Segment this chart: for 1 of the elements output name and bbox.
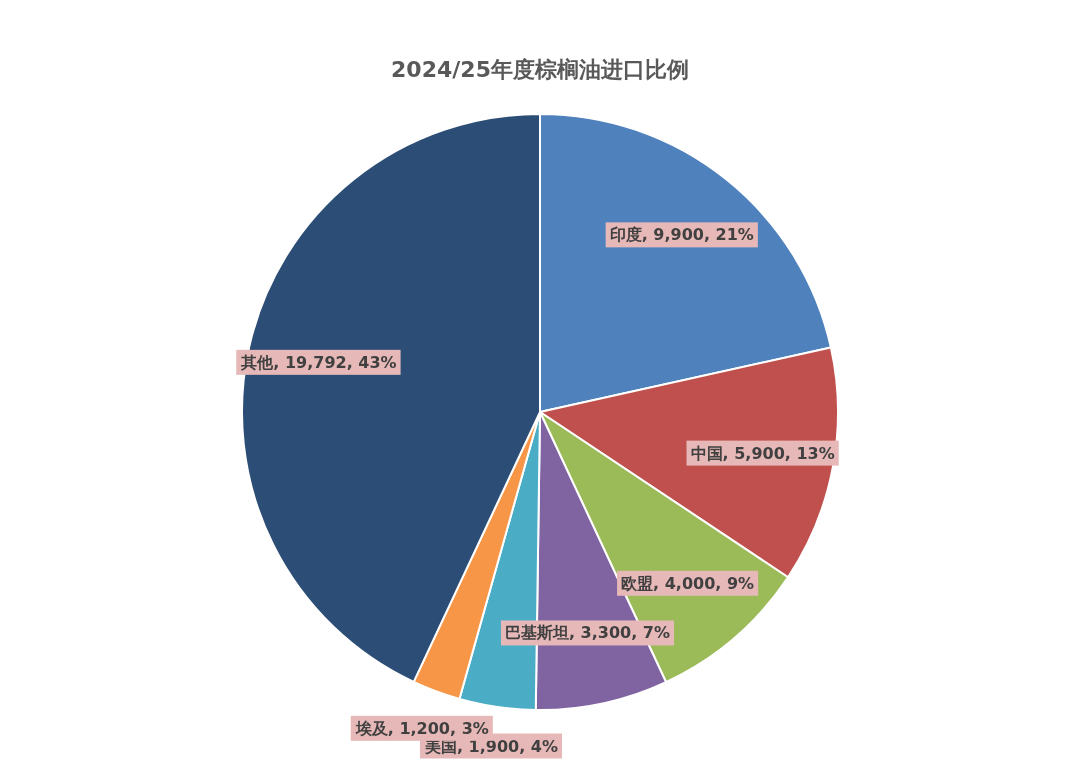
chart-title: 2024/25年度棕榈油进口比例 (391, 57, 689, 82)
